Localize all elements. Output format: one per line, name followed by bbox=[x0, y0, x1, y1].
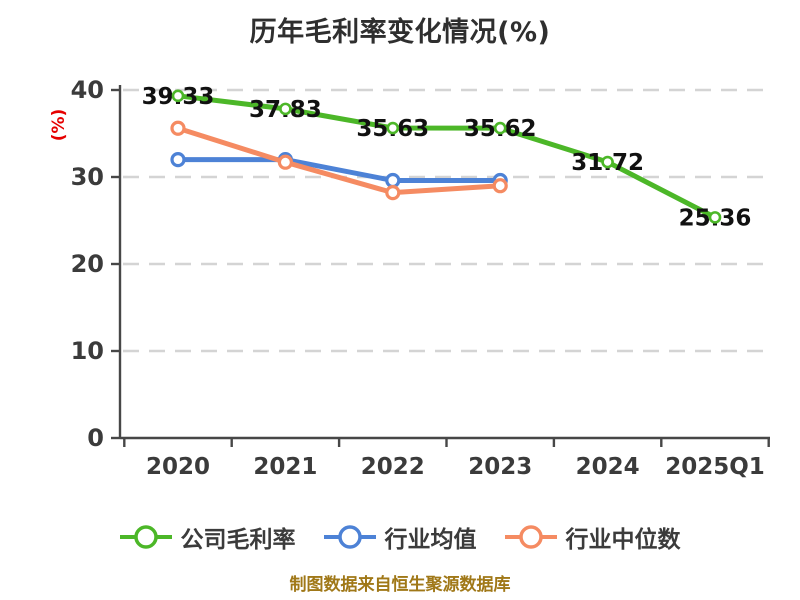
x-tick-label: 2020 bbox=[146, 454, 210, 480]
y-axis-unit-label: (%) bbox=[49, 109, 69, 142]
series-line-1 bbox=[175, 157, 503, 183]
chart-title: 历年毛利率变化情况(%) bbox=[249, 17, 551, 48]
data-source-note: 制图数据来自恒生聚源数据库 bbox=[289, 575, 511, 595]
legend-label: 行业中位数 bbox=[565, 527, 681, 553]
data-point bbox=[493, 121, 507, 135]
legend-label: 公司毛利率 bbox=[180, 527, 296, 553]
data-point bbox=[601, 155, 614, 169]
data-point bbox=[279, 102, 292, 116]
x-tick-label: 2025Q1 bbox=[665, 454, 765, 480]
series-line-0 bbox=[175, 93, 718, 220]
data-point bbox=[385, 185, 401, 201]
data-point bbox=[386, 121, 400, 135]
legend-marker-icon bbox=[504, 525, 557, 549]
x-tick-label: 2021 bbox=[253, 454, 317, 480]
x-tick-label: 2023 bbox=[468, 454, 532, 480]
data-point bbox=[708, 211, 722, 224]
data-point bbox=[277, 154, 293, 170]
data-point bbox=[492, 178, 508, 194]
y-tick-label: 0 bbox=[87, 424, 104, 452]
data-point bbox=[385, 172, 401, 189]
y-tick-label: 30 bbox=[71, 163, 104, 191]
data-point bbox=[170, 120, 186, 136]
legend-marker-icon bbox=[323, 525, 376, 549]
line-chart-plot: 010203040(%)202020212022202320242025Q139… bbox=[49, 76, 770, 480]
data-point bbox=[171, 89, 185, 103]
y-tick-label: 10 bbox=[71, 337, 104, 365]
legend-item-0: 公司毛利率 bbox=[119, 520, 296, 554]
legend-item-2: 行业中位数 bbox=[504, 520, 681, 554]
legend-label: 行业均值 bbox=[384, 527, 477, 553]
y-tick-label: 20 bbox=[71, 250, 104, 278]
series-line-2 bbox=[175, 125, 503, 196]
x-tick-label: 2022 bbox=[361, 454, 425, 480]
y-tick-label: 40 bbox=[71, 76, 104, 104]
legend-marker-icon bbox=[119, 525, 172, 549]
data-point bbox=[170, 152, 186, 168]
x-tick-label: 2024 bbox=[576, 454, 640, 480]
chart-legend: 公司毛利率 行业均值 行业中位数 bbox=[0, 516, 800, 558]
legend-item-1: 行业均值 bbox=[323, 520, 477, 554]
